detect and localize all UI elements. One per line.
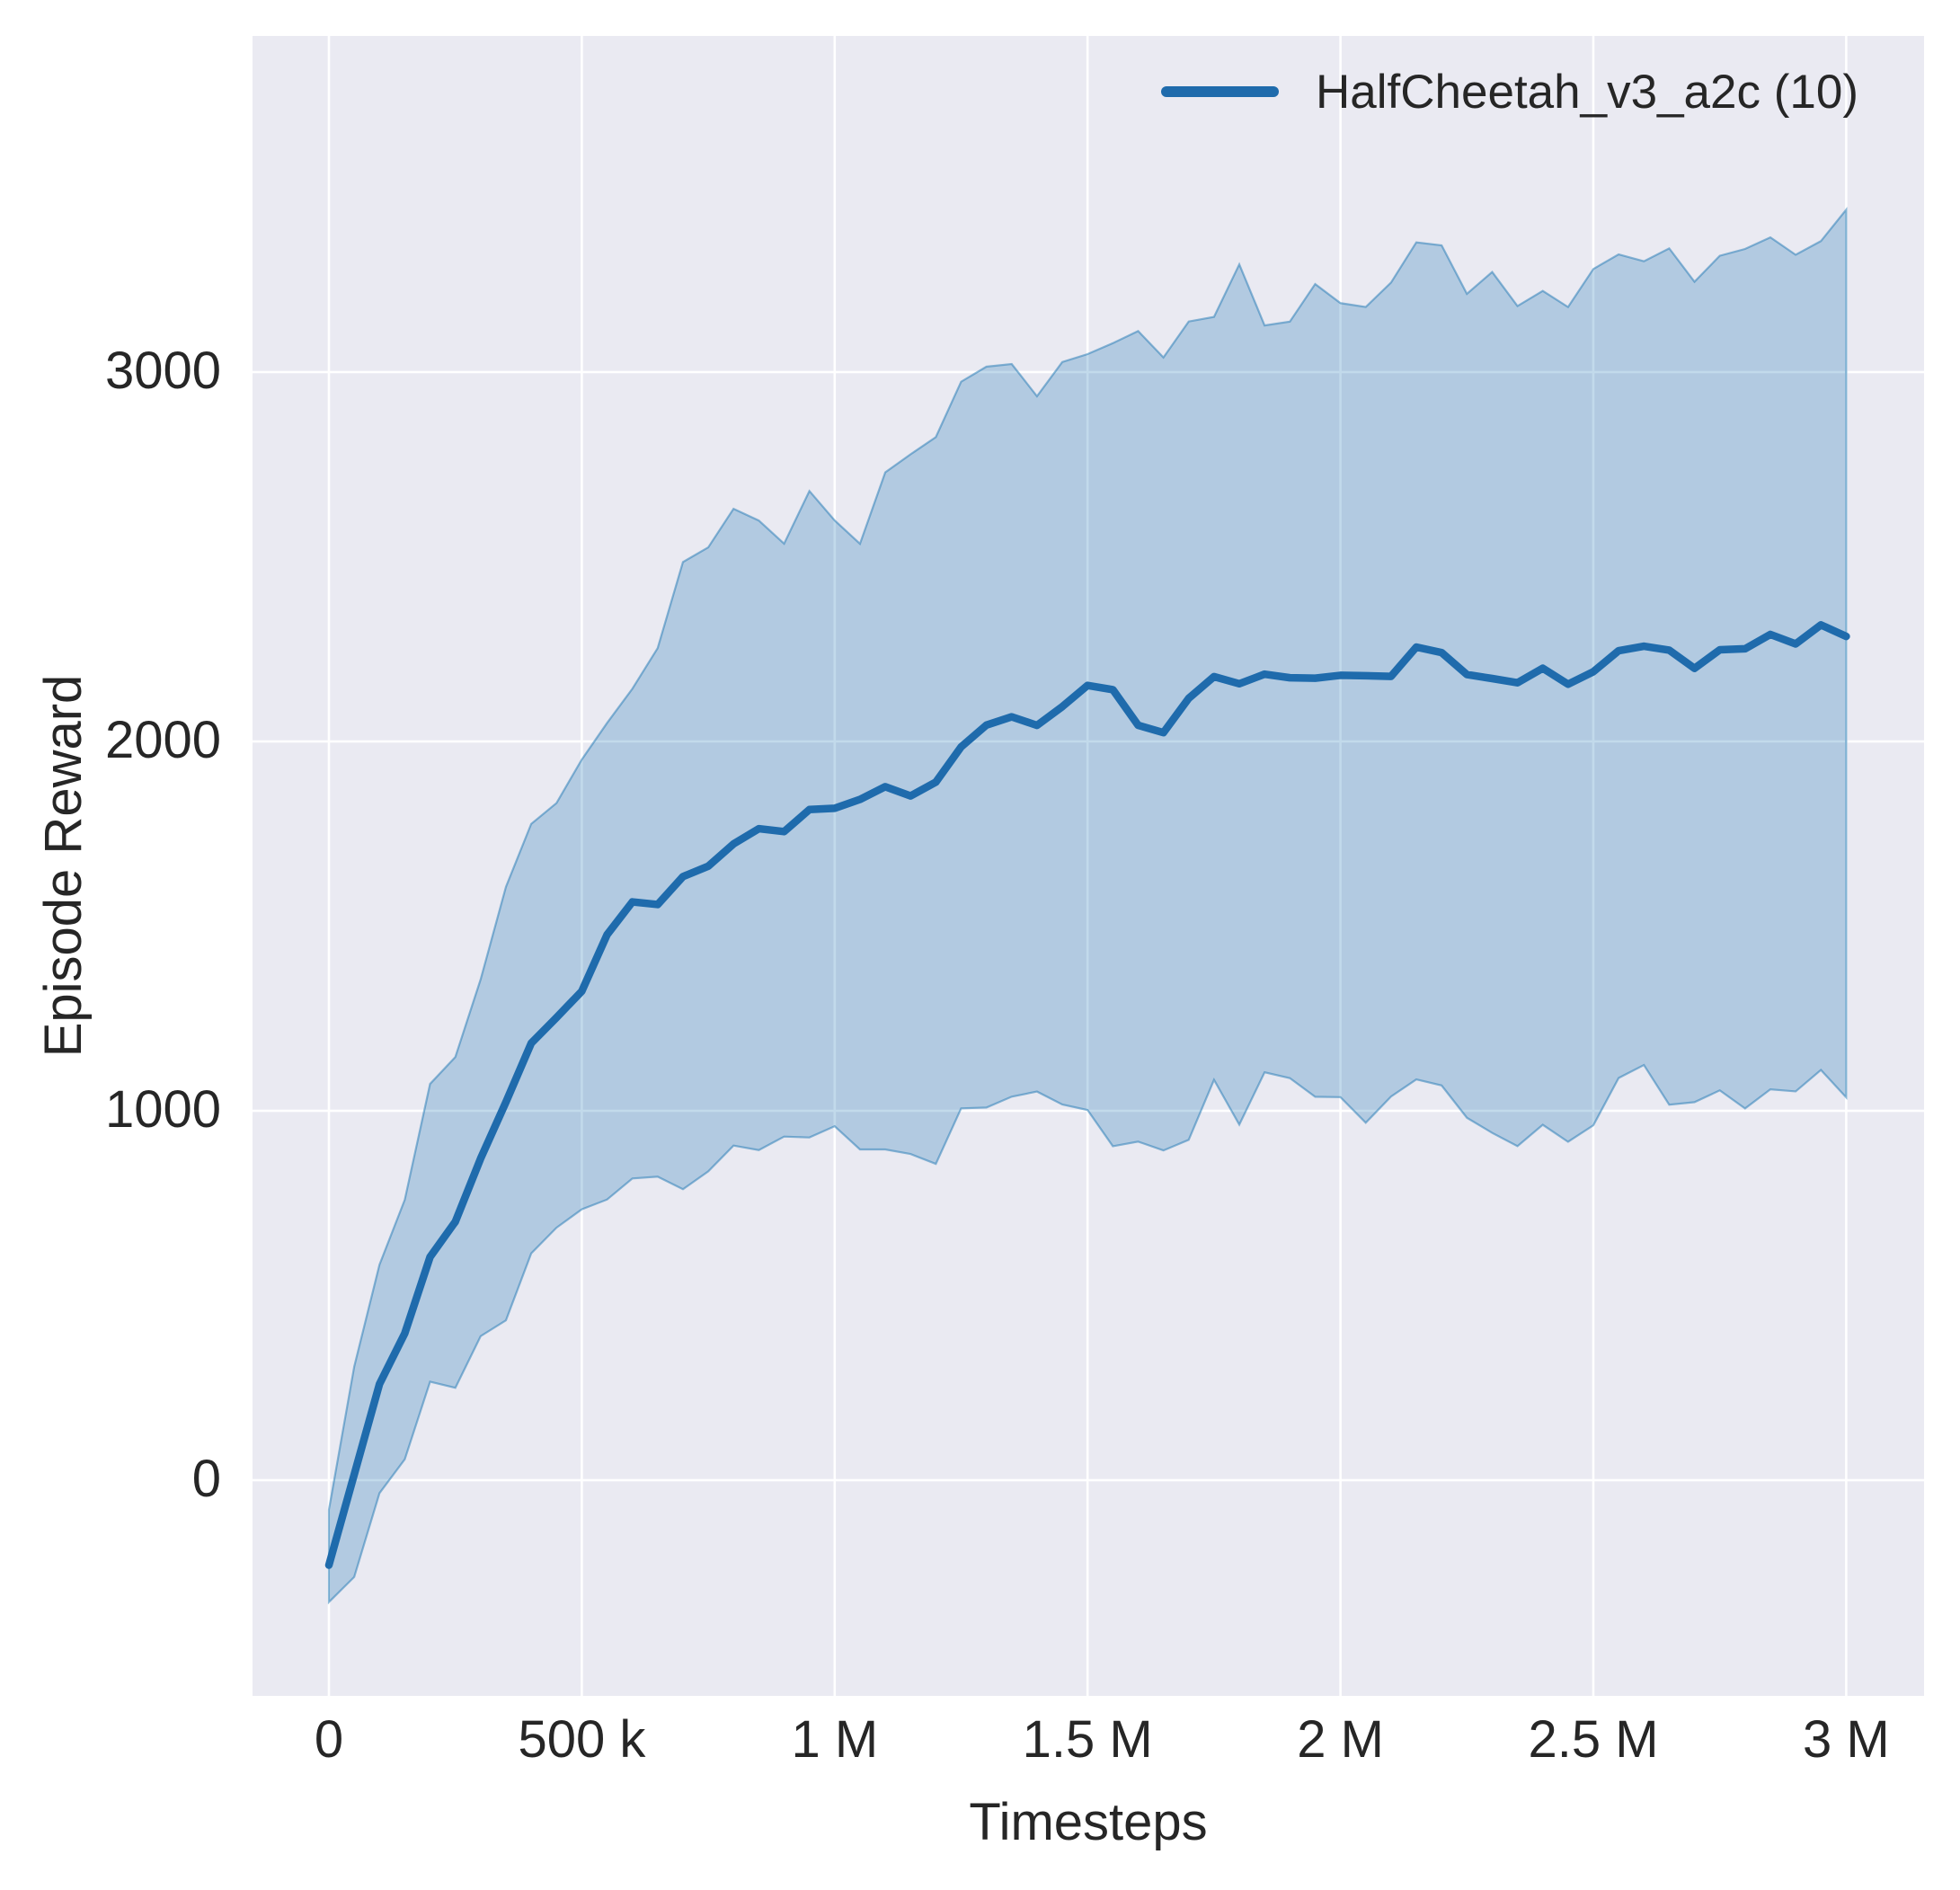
svg-text:1 M: 1 M xyxy=(791,1710,878,1769)
svg-text:Timesteps: Timesteps xyxy=(969,1793,1207,1851)
svg-text:1.5 M: 1.5 M xyxy=(1023,1710,1153,1769)
svg-text:2 M: 2 M xyxy=(1297,1710,1384,1769)
svg-text:500 k: 500 k xyxy=(518,1710,646,1769)
svg-text:Episode Reward: Episode Reward xyxy=(34,675,93,1058)
svg-text:2000: 2000 xyxy=(105,711,221,769)
svg-text:0: 0 xyxy=(315,1710,343,1769)
svg-text:3000: 3000 xyxy=(105,342,221,400)
svg-text:1000: 1000 xyxy=(105,1080,221,1139)
svg-text:2.5 M: 2.5 M xyxy=(1528,1710,1658,1769)
svg-text:3 M: 3 M xyxy=(1803,1710,1890,1769)
svg-text:0: 0 xyxy=(192,1450,221,1508)
svg-text:HalfCheetah_v3_a2c (10): HalfCheetah_v3_a2c (10) xyxy=(1316,66,1858,119)
